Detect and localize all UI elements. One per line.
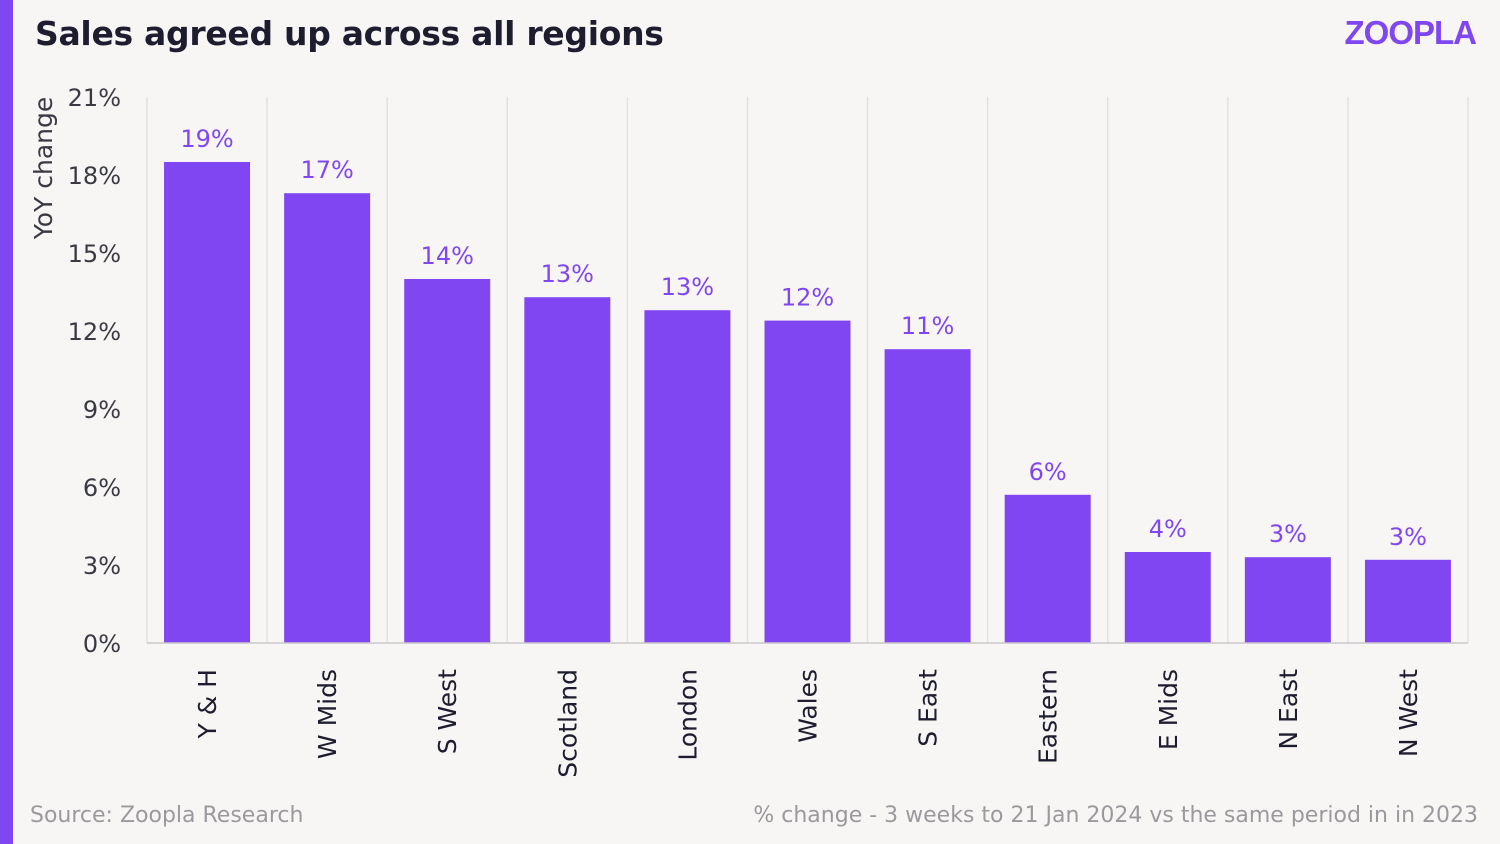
bar: [1004, 494, 1091, 643]
y-tick-label: 3%: [83, 552, 121, 580]
category-label: W Mids: [313, 669, 342, 759]
y-axis-label: YoY change: [29, 97, 58, 240]
bar: [644, 310, 731, 643]
y-tick-label: 18%: [68, 162, 121, 190]
zoopla-logo: ZOOPLA: [1344, 14, 1477, 51]
bars: [164, 162, 1451, 643]
grid-lines: [146, 97, 1469, 643]
data-label: 6%: [1029, 458, 1067, 486]
data-label: 3%: [1269, 520, 1307, 548]
category-label: E Mids: [1154, 669, 1183, 750]
category-label: Eastern: [1034, 669, 1063, 764]
category-label: N East: [1274, 669, 1303, 750]
bar: [1364, 559, 1451, 643]
chart-title: Sales agreed up across all regions: [35, 14, 664, 53]
y-tick-label: 12%: [68, 318, 121, 346]
category-label: S West: [433, 669, 462, 754]
bar: [1244, 557, 1331, 643]
period-note: % change - 3 weeks to 21 Jan 2024 vs the…: [753, 803, 1478, 828]
bar: [884, 349, 971, 643]
bar: [284, 193, 371, 643]
data-label: 19%: [180, 125, 233, 153]
data-label: 17%: [300, 156, 353, 184]
data-label: 3%: [1389, 523, 1427, 551]
y-tick-label: 15%: [68, 240, 121, 268]
category-label: Y & H: [193, 669, 222, 739]
source-note: Source: Zoopla Research: [30, 803, 304, 828]
y-tick-label: 21%: [68, 84, 121, 112]
y-tick-label: 6%: [83, 474, 121, 502]
x-axis-categories: Y & H W Mids S West Scotland London Wales S Ea…: [193, 669, 1423, 778]
bar: [404, 279, 491, 643]
y-tick-label: 0%: [83, 630, 121, 658]
y-axis-ticks: 0% 3% 6% 9% 12% 15% 18% 21%: [68, 84, 121, 658]
category-label: S East: [914, 669, 943, 747]
data-label: 4%: [1149, 515, 1187, 543]
data-label: 11%: [901, 312, 954, 340]
bar: [164, 162, 251, 643]
accent-side-bar: [0, 0, 13, 844]
data-labels: 19% 17% 14% 13% 13% 12% 11% 6% 4% 3% 3%: [180, 125, 1427, 551]
bar: [764, 320, 851, 643]
data-label: 14%: [421, 242, 474, 270]
category-label: Wales: [794, 669, 823, 743]
category-label: N West: [1394, 669, 1423, 757]
category-label: London: [673, 669, 702, 761]
data-label: 12%: [781, 284, 834, 312]
bar: [524, 297, 611, 643]
category-label: Scotland: [553, 669, 582, 778]
y-tick-label: 9%: [83, 396, 121, 424]
data-label: 13%: [541, 260, 594, 288]
bar: [1124, 552, 1211, 643]
data-label: 13%: [661, 273, 714, 301]
